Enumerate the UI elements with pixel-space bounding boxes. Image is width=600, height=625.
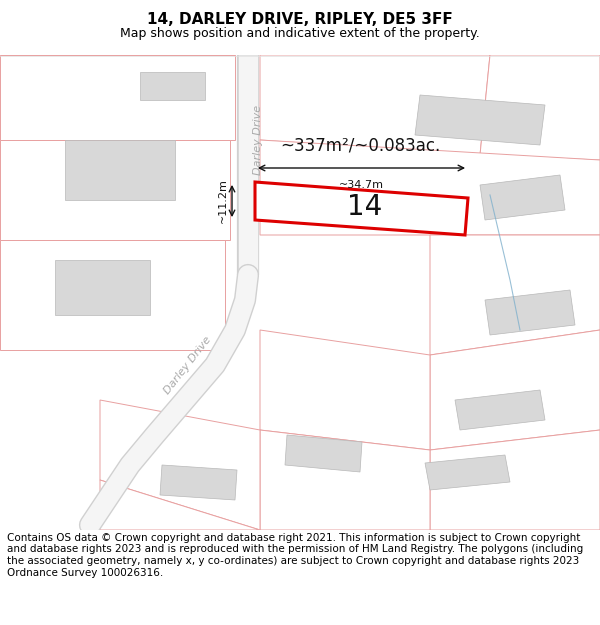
Polygon shape: [430, 235, 600, 355]
Polygon shape: [485, 290, 575, 335]
Polygon shape: [140, 72, 205, 100]
Polygon shape: [55, 260, 150, 315]
Polygon shape: [425, 455, 510, 490]
Polygon shape: [260, 140, 600, 235]
Text: Contains OS data © Crown copyright and database right 2021. This information is : Contains OS data © Crown copyright and d…: [7, 533, 583, 578]
Polygon shape: [0, 55, 235, 140]
Polygon shape: [415, 95, 545, 145]
Polygon shape: [0, 240, 225, 350]
Polygon shape: [100, 400, 260, 530]
Polygon shape: [260, 55, 490, 155]
Polygon shape: [430, 430, 600, 530]
Text: ~337m²/~0.083ac.: ~337m²/~0.083ac.: [280, 136, 440, 154]
Polygon shape: [160, 465, 237, 500]
Polygon shape: [430, 330, 600, 450]
Polygon shape: [455, 390, 545, 430]
Polygon shape: [100, 480, 260, 530]
Text: ~34.7m: ~34.7m: [339, 180, 384, 190]
Polygon shape: [260, 430, 430, 530]
Text: 14, DARLEY DRIVE, RIPLEY, DE5 3FF: 14, DARLEY DRIVE, RIPLEY, DE5 3FF: [147, 12, 453, 27]
Polygon shape: [260, 330, 430, 450]
Polygon shape: [285, 435, 362, 472]
Polygon shape: [65, 140, 175, 200]
Text: Darley Drive: Darley Drive: [253, 105, 263, 175]
Polygon shape: [480, 175, 565, 220]
Text: Darley Drive: Darley Drive: [163, 334, 214, 396]
Polygon shape: [0, 140, 230, 240]
Text: Map shows position and indicative extent of the property.: Map shows position and indicative extent…: [120, 27, 480, 39]
Text: 14: 14: [347, 193, 383, 221]
Text: ~11.2m: ~11.2m: [218, 179, 228, 223]
Polygon shape: [480, 55, 600, 160]
Polygon shape: [255, 182, 468, 235]
